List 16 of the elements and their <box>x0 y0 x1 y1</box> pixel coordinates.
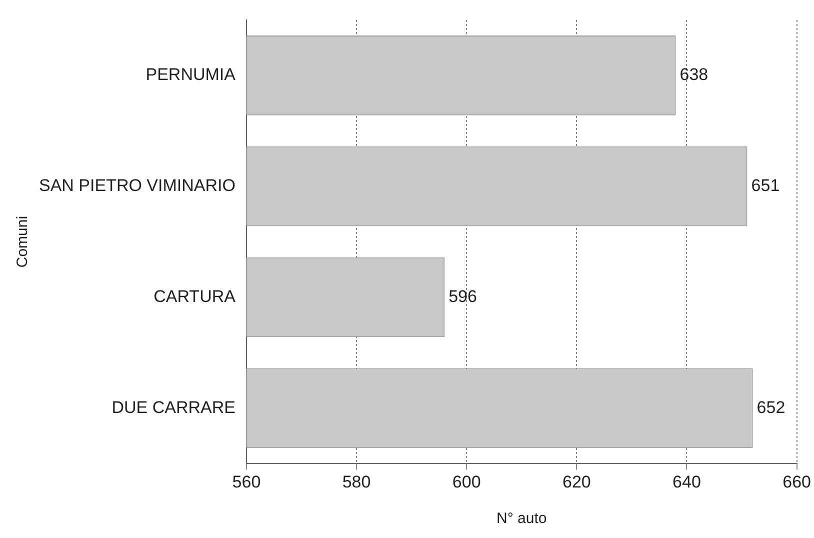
data-label: 652 <box>756 398 786 417</box>
data-label: 638 <box>680 65 708 84</box>
data-label: 651 <box>751 176 780 196</box>
y-tick-label: PERNUMIA <box>146 65 236 84</box>
x-tick-label: 660 <box>782 472 812 492</box>
x-tick-label: 560 <box>232 472 261 492</box>
x-tick-label: 640 <box>672 472 701 492</box>
y-axis-title: Comuni <box>14 216 32 268</box>
x-tick-label: 580 <box>342 472 371 492</box>
x-tick-label: 620 <box>562 472 591 492</box>
x-tick-label: 600 <box>452 472 481 492</box>
data-label: 596 <box>448 286 477 306</box>
y-tick-label: CARTURA <box>154 286 236 306</box>
y-tick-label: SAN PIETRO VIMINARIO <box>38 176 236 196</box>
y-tick-label: DUE CARRARE <box>112 398 236 417</box>
x-axis-title: N° auto <box>496 510 547 528</box>
